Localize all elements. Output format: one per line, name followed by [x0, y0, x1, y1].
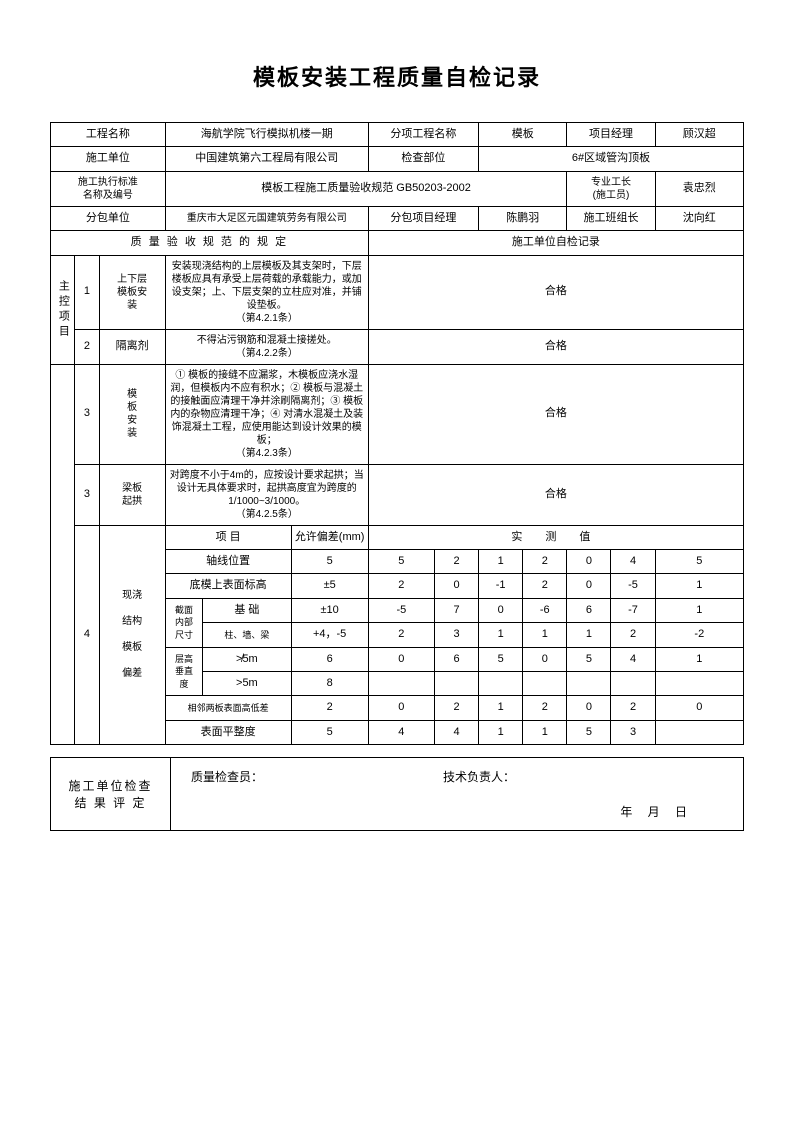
value: 重庆市大足区元国建筑劳务有限公司 — [165, 206, 368, 230]
value: 模板 — [479, 123, 567, 147]
desc: 安装现浇结构的上层模板及其支架时，下层楼板应具有承受上层荷载的承载能力，或加设支… — [165, 255, 368, 329]
value: 模板工程施工质量验收规范 GB50203-2002 — [165, 171, 567, 206]
label: 施工班组长 — [567, 206, 655, 230]
value: 袁忠烈 — [655, 171, 743, 206]
value: 顾汉超 — [655, 123, 743, 147]
col-header: 允许偏差(mm) — [291, 525, 368, 549]
row-num: 1 — [75, 255, 99, 329]
result: 合格 — [368, 255, 743, 329]
page-title: 模板安装工程质量自检记录 — [50, 60, 744, 92]
footer-box: 施工单位检查 结 果 评 定 质量检查员： 技术负责人： 年 月 日 — [50, 757, 744, 831]
row-num: 2 — [75, 329, 99, 364]
label: 分项工程名称 — [368, 123, 478, 147]
spec-header: 质 量 验 收 规 范 的 规 定 — [51, 231, 369, 255]
result: 合格 — [368, 329, 743, 364]
item: 梁板 起拱 — [99, 464, 165, 525]
value: 中国建筑第六工程局有限公司 — [165, 147, 368, 171]
label: 检查部位 — [368, 147, 478, 171]
col-header: 项 目 — [165, 525, 291, 549]
value: 陈鹏羽 — [479, 206, 567, 230]
row-num: 4 — [75, 525, 99, 745]
label: 施工单位 — [51, 147, 166, 171]
label: 项目经理 — [567, 123, 655, 147]
row-num: 3 — [75, 364, 99, 464]
blank-side — [51, 364, 75, 745]
row-num: 3 — [75, 464, 99, 525]
result: 合格 — [368, 364, 743, 464]
main-control-label: 主控项目 — [51, 255, 75, 364]
desc: ① 模板的接缝不应漏浆，木模板应浇水湿润，但模板内不应有积水；② 模板与混凝土的… — [165, 364, 368, 464]
label: 工程名称 — [51, 123, 166, 147]
item: 模 板 安 装 — [99, 364, 165, 464]
label: 分包单位 — [51, 206, 166, 230]
desc: 对跨度不小于4m的，应按设计要求起拱；当设计无具体要求时，起拱高度宜为跨度的1/… — [165, 464, 368, 525]
value: 沈向红 — [655, 206, 743, 230]
date-label: 年 月 日 — [191, 803, 723, 820]
desc: 不得沾污钢筋和混凝土接搓处。 （第4.2.2条） — [165, 329, 368, 364]
record-header: 施工单位自检记录 — [368, 231, 743, 255]
result: 合格 — [368, 464, 743, 525]
col-header: 实 测 值 — [368, 525, 743, 549]
item: 隔离剂 — [99, 329, 165, 364]
item: 上下层 模板安 装 — [99, 255, 165, 329]
footer-label: 施工单位检查 结 果 评 定 — [51, 758, 171, 830]
label: 分包项目经理 — [368, 206, 478, 230]
label: 专业工长 (施工员) — [567, 171, 655, 206]
tech-label: 技术负责人： — [443, 768, 515, 785]
value: 海航学院飞行模拟机楼一期 — [165, 123, 368, 147]
main-table: 工程名称 海航学院飞行模拟机楼一期 分项工程名称 模板 项目经理 顾汉超 施工单… — [50, 122, 744, 745]
inspector-label: 质量检查员： — [191, 768, 263, 785]
label: 施工执行标准 名称及编号 — [51, 171, 166, 206]
value: 6#区域管沟顶板 — [479, 147, 744, 171]
item: 现浇 结构 模板 偏差 — [99, 525, 165, 745]
